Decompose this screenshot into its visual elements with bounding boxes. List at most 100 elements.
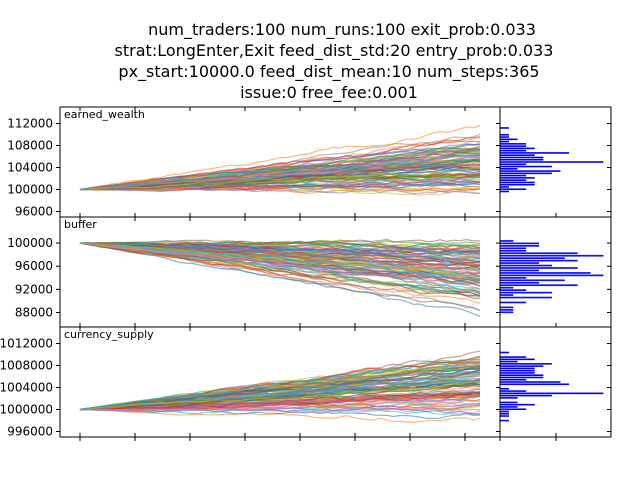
title-line-4: issue:0 free_fee:0.001 xyxy=(240,83,418,103)
histogram-bar xyxy=(499,138,518,141)
histogram-bar xyxy=(499,133,509,136)
series-line xyxy=(79,124,481,191)
y-tick-label: 96000 xyxy=(15,205,53,219)
histogram-bar xyxy=(499,415,509,417)
series-line xyxy=(79,154,481,191)
histogram-bar xyxy=(499,172,552,175)
series-line xyxy=(79,242,481,255)
histogram-bar xyxy=(499,378,527,381)
histogram-bar xyxy=(499,390,527,392)
panel-label: earned_wealth xyxy=(64,108,145,121)
histogram-bar xyxy=(499,403,535,406)
histogram-bar xyxy=(499,240,514,242)
histogram-bar xyxy=(499,401,518,404)
histogram-bar xyxy=(499,154,535,157)
histogram-bar xyxy=(499,360,518,363)
series-line xyxy=(79,392,481,411)
panel-buffer: 88000 92000 96000 100000 buffer xyxy=(7,216,612,328)
histogram-bar xyxy=(499,140,509,143)
histogram-bar xyxy=(499,376,544,379)
histogram-bar xyxy=(499,301,527,304)
y-tick-label: 100000 xyxy=(7,183,53,197)
histogram xyxy=(499,127,604,193)
histogram-bar xyxy=(499,156,544,159)
histogram-bar xyxy=(499,309,514,311)
histogram-bar xyxy=(499,190,509,193)
series-line xyxy=(79,164,481,191)
histogram-bar xyxy=(499,284,578,287)
histogram-bar xyxy=(499,264,552,267)
histogram-bar xyxy=(499,289,527,291)
histogram-bar xyxy=(499,406,518,408)
series-line xyxy=(79,380,481,411)
histogram-bar xyxy=(499,419,509,422)
histogram-bar xyxy=(499,410,509,413)
panel-currency_supply: 996000 1000000 1004000 1008000 1012000 curren… xyxy=(0,326,612,439)
histogram-bar xyxy=(499,365,544,367)
histogram-bar xyxy=(499,245,540,247)
series-line xyxy=(79,242,481,317)
series-line xyxy=(79,242,481,290)
histogram-bar xyxy=(499,163,527,166)
y-tick-label: 88000 xyxy=(15,306,53,320)
histogram-bar xyxy=(499,186,509,188)
histogram-bar xyxy=(499,170,561,172)
panel-label: buffer xyxy=(64,218,97,231)
histogram-bar xyxy=(499,149,527,152)
panel-label: currency_supply xyxy=(64,328,154,341)
series-group xyxy=(79,350,481,424)
histogram-bar xyxy=(499,174,527,177)
histogram-bar xyxy=(499,372,535,374)
histogram-bar xyxy=(499,165,552,168)
histogram-bar xyxy=(499,281,540,284)
series-line xyxy=(79,242,481,292)
series-line xyxy=(79,242,481,267)
histogram-bar xyxy=(499,272,591,274)
histogram-bar xyxy=(499,145,527,147)
histogram-bar xyxy=(499,259,578,262)
series-line xyxy=(79,240,481,249)
histogram-bar xyxy=(499,367,535,370)
histogram-bar xyxy=(499,269,540,272)
title-line-2: strat:LongEnter,Exit feed_dist_std:20 en… xyxy=(115,41,554,61)
y-tick-label: 100000 xyxy=(7,236,53,250)
histogram-bar xyxy=(499,388,509,390)
series-line xyxy=(79,167,481,191)
histogram-bar xyxy=(499,394,552,397)
y-tick-label: 1000000 xyxy=(0,403,53,417)
y-tick-label: 1012000 xyxy=(0,337,53,351)
y-tick-label: 112000 xyxy=(7,117,53,131)
histogram-bar xyxy=(499,363,552,365)
histogram-bar xyxy=(499,291,552,294)
histogram-bar xyxy=(499,408,527,411)
histogram-bar xyxy=(499,181,535,184)
histogram-bar xyxy=(499,412,509,415)
series-line xyxy=(79,164,481,191)
series-line xyxy=(79,406,481,415)
series-line xyxy=(79,360,481,411)
histogram-bar xyxy=(499,383,570,386)
histogram-bar xyxy=(499,179,527,181)
histogram-bar xyxy=(499,161,604,163)
histogram-bar xyxy=(499,397,518,399)
histogram-bar xyxy=(499,306,514,309)
histogram-bar xyxy=(499,136,509,138)
histogram-bar xyxy=(499,247,527,250)
histogram-bar xyxy=(499,369,535,372)
histogram-bar xyxy=(499,267,578,269)
series-line xyxy=(79,242,481,304)
histogram-bar xyxy=(499,358,535,361)
histogram-bar xyxy=(499,257,565,259)
series-line xyxy=(79,188,481,195)
histogram-bar xyxy=(499,143,527,145)
histogram xyxy=(499,240,604,314)
histogram-bar xyxy=(499,242,540,245)
series-group xyxy=(79,124,481,196)
series-line xyxy=(79,174,480,191)
y-tick-label: 1008000 xyxy=(0,359,53,373)
histogram-bar xyxy=(499,183,535,186)
y-tick-label: 96000 xyxy=(15,259,53,273)
histogram-bar xyxy=(499,374,544,376)
histogram-bar xyxy=(499,158,544,161)
